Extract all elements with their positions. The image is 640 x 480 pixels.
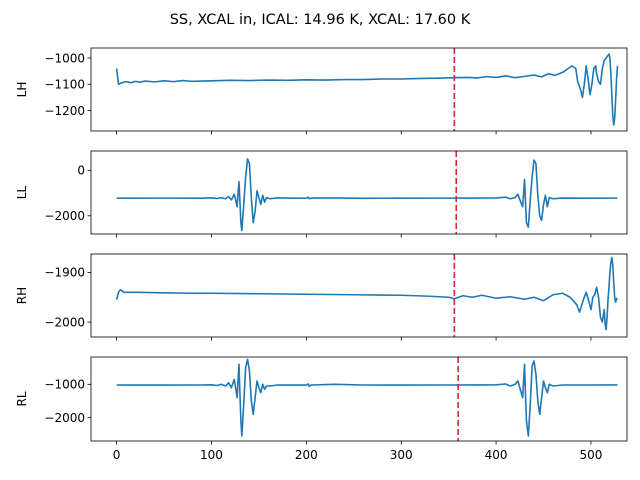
y-tick-label-rh: −2000 [44,315,85,329]
x-tick-label: 0 [113,448,121,462]
series-line-rl [116,358,618,437]
y-tick-label-rl: −2000 [44,411,85,425]
axes-frame-ll [90,150,628,235]
y-axis-label-rl: RL [15,391,29,406]
y-tick-label-lh: −1200 [44,104,85,118]
axes-frame-rl [90,356,628,442]
y-tick-label-ll: 0 [77,164,85,178]
y-axis-label-lh: LH [15,82,29,98]
chart-title: SS, XCAL in, ICAL: 14.96 K, XCAL: 17.60 … [170,12,471,28]
panel-rh: −1900 −2000 RH [15,253,628,341]
x-tick-label: 500 [579,448,602,462]
panel-ll: 0 −2000 LL [15,150,628,238]
series-line-rh [115,256,618,331]
y-tick-label-rh: −1900 [44,266,85,280]
axes-frame-rh [90,253,628,338]
x-tick-label: 300 [390,448,413,462]
x-tick-label: 100 [200,448,223,462]
panels: −1000 −1100 −1200 LH 0 −2000 LL −1900 −2000 RH −10… [15,47,628,462]
y-tick-label-lh: −1000 [44,51,85,65]
series-line-ll [116,158,618,232]
x-tick-label: 200 [295,448,318,462]
y-axis-label-rh: RH [15,287,29,304]
y-tick-label-lh: −1100 [44,78,85,92]
y-tick-label-ll: −2000 [44,209,85,223]
y-axis-label-ll: LL [15,186,29,200]
y-tick-label-rl: −1000 [44,378,85,392]
axes-frame-lh [90,47,628,132]
panel-rl: −1000 −2000 RL 0 100 200 300 400 500 [15,356,628,462]
x-tick-label: 400 [485,448,508,462]
panel-lh: −1000 −1100 −1200 LH [15,47,628,135]
series-line-lh [115,53,619,126]
